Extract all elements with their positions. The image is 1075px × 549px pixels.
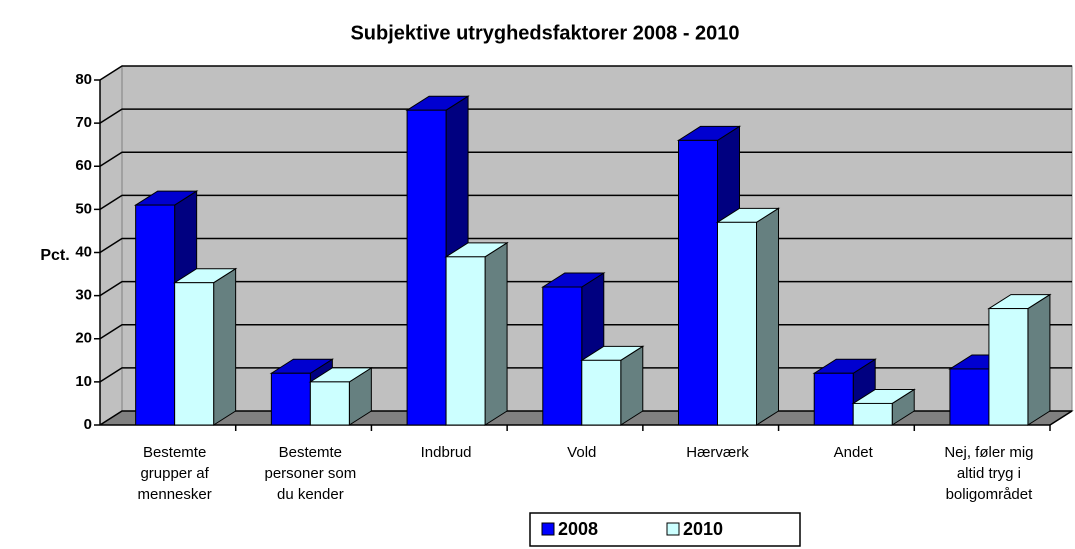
- bar: [949, 368, 990, 426]
- y-axis-label: Pct.: [40, 247, 69, 264]
- y-tick-label: 30: [75, 287, 92, 304]
- y-tick-label: 40: [75, 243, 92, 260]
- legend-label: 2008: [558, 519, 598, 539]
- bar-3d: [580, 345, 645, 426]
- x-tick-label: Bestemte: [279, 444, 342, 461]
- bar: [852, 402, 893, 426]
- bar: [542, 286, 583, 426]
- y-tick-label: 20: [75, 330, 92, 347]
- chart-title: Subjektive utryghedsfaktorer 2008 - 2010: [350, 22, 739, 44]
- bar: [445, 256, 486, 426]
- grid-line: [99, 65, 1072, 81]
- x-tick-label: boligområdet: [946, 486, 1034, 503]
- x-tick-label: altid tryg i: [957, 465, 1021, 482]
- bar-side: [756, 207, 779, 426]
- bar-3d: [444, 241, 509, 426]
- x-tick-label: Vold: [567, 444, 596, 461]
- legend-swatch: [541, 522, 555, 536]
- legend-swatch: [666, 522, 680, 536]
- x-axis-end: [1049, 410, 1073, 426]
- bar: [135, 204, 176, 426]
- x-tick-label: Andet: [834, 444, 874, 461]
- grid-line: [99, 194, 1072, 211]
- bar: [678, 139, 718, 426]
- x-tick-label: personer som: [264, 465, 356, 482]
- legend-label: 2010: [683, 519, 723, 539]
- y-tick-label: 60: [75, 157, 92, 174]
- grid-line: [99, 108, 1072, 124]
- y-tick-label: 10: [75, 373, 92, 390]
- bar-side: [484, 241, 508, 426]
- bar-side: [1027, 293, 1051, 426]
- legend: [529, 512, 801, 547]
- bar-3d: [172, 267, 238, 426]
- bar-side: [213, 267, 237, 426]
- bar: [174, 282, 215, 426]
- bar: [813, 372, 854, 426]
- bar-3d: [308, 366, 374, 426]
- bar: [988, 308, 1029, 426]
- x-tick-label: du kender: [277, 486, 344, 503]
- y-tick-label: 70: [75, 114, 92, 131]
- y-tick-label: 80: [75, 71, 92, 88]
- bar: [270, 372, 311, 426]
- x-tick-label: Nej, føler mig: [944, 444, 1033, 461]
- grid-line: [99, 151, 1072, 167]
- x-tick-label: Indbrud: [421, 444, 472, 461]
- bar: [581, 359, 622, 426]
- bar: [717, 221, 757, 426]
- bar: [309, 381, 350, 426]
- bar-3d: [715, 207, 781, 426]
- bar-3d: [851, 388, 916, 426]
- bar-3d: [812, 358, 877, 426]
- x-tick-label: grupper af: [140, 465, 209, 482]
- bar-3d: [987, 293, 1052, 426]
- x-tick-label: mennesker: [138, 486, 212, 503]
- y-tick-label: 50: [75, 200, 92, 217]
- y-tick-label: 0: [84, 416, 92, 433]
- x-tick-label: Bestemte: [143, 444, 206, 461]
- bar: [406, 109, 447, 426]
- x-tick-label: Hærværk: [686, 444, 749, 461]
